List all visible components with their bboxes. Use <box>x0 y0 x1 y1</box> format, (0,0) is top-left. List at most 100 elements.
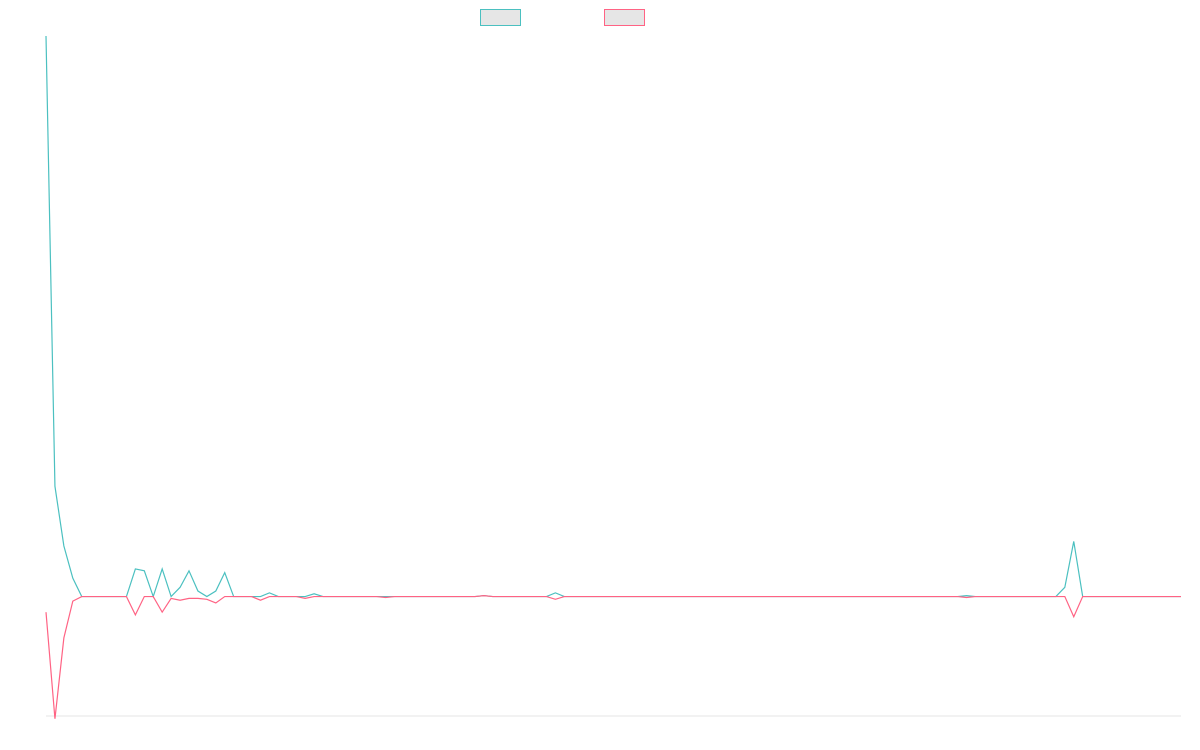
data-point[interactable] <box>965 595 969 599</box>
data-point[interactable] <box>455 595 459 599</box>
data-point[interactable] <box>714 595 718 599</box>
data-point[interactable] <box>357 595 361 599</box>
data-point[interactable] <box>232 595 236 599</box>
data-point[interactable] <box>1072 615 1076 619</box>
data-point[interactable] <box>482 594 486 598</box>
data-point[interactable] <box>518 595 522 599</box>
data-point[interactable] <box>419 595 423 599</box>
data-point[interactable] <box>205 597 209 601</box>
data-point[interactable] <box>1152 595 1156 599</box>
data-point[interactable] <box>196 589 200 593</box>
data-point[interactable] <box>813 595 817 599</box>
data-point[interactable] <box>71 576 75 580</box>
data-point[interactable] <box>116 595 120 599</box>
data-point[interactable] <box>446 595 450 599</box>
data-point[interactable] <box>178 585 182 589</box>
data-point[interactable] <box>795 595 799 599</box>
data-point[interactable] <box>62 636 66 640</box>
data-point[interactable] <box>250 595 254 599</box>
data-point[interactable] <box>902 595 906 599</box>
data-point[interactable] <box>133 613 137 617</box>
data-point[interactable] <box>1179 595 1183 599</box>
data-point[interactable] <box>929 595 933 599</box>
data-point[interactable] <box>142 595 146 599</box>
data-point[interactable] <box>133 567 137 571</box>
data-point[interactable] <box>741 595 745 599</box>
data-point[interactable] <box>321 595 325 599</box>
data-point[interactable] <box>401 595 405 599</box>
data-point[interactable] <box>294 595 298 599</box>
data-point[interactable] <box>375 595 379 599</box>
data-point[interactable] <box>312 595 316 599</box>
data-point[interactable] <box>151 595 155 599</box>
data-point[interactable] <box>768 595 772 599</box>
data-point[interactable] <box>464 595 468 599</box>
data-point[interactable] <box>544 595 548 599</box>
data-point[interactable] <box>947 595 951 599</box>
data-point[interactable] <box>303 596 307 600</box>
data-point[interactable] <box>759 595 763 599</box>
data-point[interactable] <box>1161 595 1165 599</box>
data-point[interactable] <box>241 595 245 599</box>
data-point[interactable] <box>571 595 575 599</box>
data-point[interactable] <box>410 595 414 599</box>
data-point[interactable] <box>822 595 826 599</box>
data-point[interactable] <box>652 595 656 599</box>
data-point[interactable] <box>589 595 593 599</box>
data-point[interactable] <box>661 595 665 599</box>
data-point[interactable] <box>1099 595 1103 599</box>
data-point[interactable] <box>920 595 924 599</box>
data-point[interactable] <box>473 595 477 599</box>
data-point[interactable] <box>750 595 754 599</box>
data-point[interactable] <box>679 595 683 599</box>
data-point[interactable] <box>196 596 200 600</box>
data-point[interactable] <box>634 595 638 599</box>
data-point[interactable] <box>187 596 191 600</box>
data-point[interactable] <box>527 595 531 599</box>
data-point[interactable] <box>830 595 834 599</box>
data-point[interactable] <box>1072 539 1076 543</box>
data-point[interactable] <box>44 34 48 38</box>
data-point[interactable] <box>670 595 674 599</box>
data-point[interactable] <box>500 595 504 599</box>
data-point[interactable] <box>1045 595 1049 599</box>
data-point[interactable] <box>938 595 942 599</box>
data-point[interactable] <box>1170 595 1174 599</box>
data-point[interactable] <box>267 591 271 595</box>
data-point[interactable] <box>1125 595 1129 599</box>
data-point[interactable] <box>187 569 191 573</box>
data-point[interactable] <box>991 595 995 599</box>
data-point[interactable] <box>160 567 164 571</box>
data-point[interactable] <box>214 589 218 593</box>
data-point[interactable] <box>1134 595 1138 599</box>
data-point[interactable] <box>339 595 343 599</box>
data-point[interactable] <box>214 601 218 605</box>
data-point[interactable] <box>723 595 727 599</box>
data-point[interactable] <box>553 597 557 601</box>
data-point[interactable] <box>366 595 370 599</box>
data-point[interactable] <box>107 595 111 599</box>
data-point[interactable] <box>625 595 629 599</box>
data-point[interactable] <box>258 598 262 602</box>
data-point[interactable] <box>71 599 75 603</box>
data-point[interactable] <box>884 595 888 599</box>
data-point[interactable] <box>1036 595 1040 599</box>
data-point[interactable] <box>89 595 93 599</box>
data-point[interactable] <box>643 595 647 599</box>
data-point[interactable] <box>1108 595 1112 599</box>
data-point[interactable] <box>839 595 843 599</box>
data-point[interactable] <box>169 596 173 600</box>
data-point[interactable] <box>491 595 495 599</box>
data-point[interactable] <box>223 595 227 599</box>
data-point[interactable] <box>911 595 915 599</box>
data-point[interactable] <box>848 595 852 599</box>
data-point[interactable] <box>285 595 289 599</box>
data-point[interactable] <box>687 595 691 599</box>
data-point[interactable] <box>258 595 262 599</box>
data-point[interactable] <box>732 595 736 599</box>
data-point[interactable] <box>509 595 513 599</box>
data-point[interactable] <box>1143 595 1147 599</box>
data-point[interactable] <box>1009 595 1013 599</box>
data-point[interactable] <box>393 595 397 599</box>
data-point[interactable] <box>80 595 84 599</box>
